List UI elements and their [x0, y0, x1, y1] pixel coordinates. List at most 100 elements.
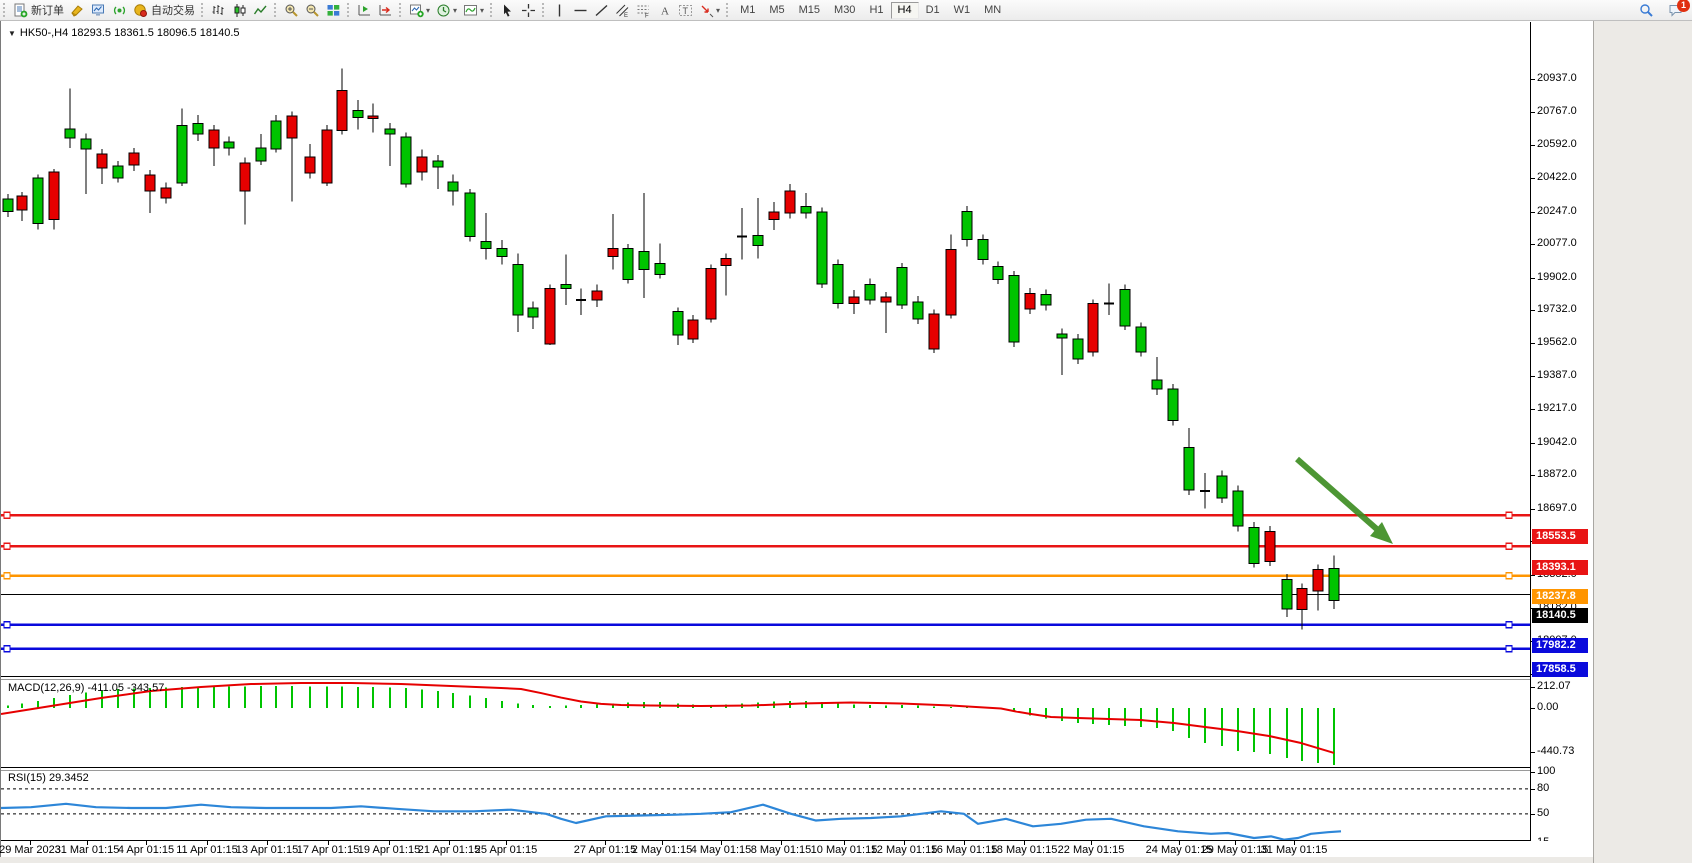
notification-badge: 1 — [1677, 0, 1690, 12]
horizontal-line-button[interactable] — [570, 1, 591, 19]
text-label-button[interactable]: T — [675, 1, 696, 19]
date-label: 21 Apr 01:15 — [417, 844, 481, 856]
templates-icon — [463, 3, 478, 18]
timeframe-button-h1[interactable]: H1 — [869, 4, 884, 16]
rsi-tick-label: 50 — [1537, 806, 1550, 819]
zoom-in-button[interactable] — [281, 1, 302, 19]
date-tick-mark — [267, 841, 268, 845]
zoom-out-button[interactable] — [302, 1, 323, 19]
horizontal-line-17858.5[interactable] — [1, 644, 1530, 653]
price-tick-label: 20592.0 — [1537, 138, 1577, 151]
timeframe-button-m1[interactable]: M1 — [740, 4, 756, 16]
price-chart-canvas[interactable] — [1, 21, 1530, 655]
search-icon — [1639, 3, 1654, 18]
toolbar-grip — [399, 3, 404, 17]
chart-window[interactable]: ▼ HK50-,H4 18293.5 18361.5 18096.5 18140.… — [0, 21, 1594, 863]
bar-chart-button[interactable] — [208, 1, 229, 19]
notifications-button[interactable]: 1 — [1665, 0, 1690, 20]
trendline-button[interactable] — [591, 1, 612, 19]
axis-tick-mark — [1531, 177, 1535, 179]
signals-button[interactable] — [109, 1, 130, 19]
price-tick-label: 19217.0 — [1537, 402, 1577, 415]
timeframe-button-w1[interactable]: W1 — [953, 4, 971, 16]
auto-scroll-button[interactable] — [354, 1, 375, 19]
dropdown-caret-icon[interactable]: ▾ — [716, 5, 721, 15]
rsi-label: RSI(15) 29.3452 — [8, 772, 89, 784]
bar-chart-icon — [211, 3, 226, 18]
horizontal-line-18553.5[interactable] — [1, 511, 1530, 520]
panel-divider[interactable] — [1, 676, 1530, 677]
rsi-tick-label: 100 — [1537, 765, 1556, 778]
date-label: 22 May 01:15 — [1057, 844, 1125, 856]
timeframe-button-m30[interactable]: M30 — [834, 4, 856, 16]
axis-tick-mark — [1531, 145, 1535, 147]
macd-label: MACD(12,26,9) -411.05 -343.57 — [8, 682, 165, 694]
svg-text:F: F — [645, 13, 649, 18]
date-tick-mark — [781, 841, 782, 845]
dropdown-caret-icon[interactable]: ▾ — [453, 5, 458, 15]
auto-trading-button[interactable]: 自动交易 — [130, 1, 198, 19]
date-label: 29 May 01:15 — [1201, 844, 1269, 856]
auto-trading-icon — [133, 3, 148, 18]
metaeditor-button[interactable] — [67, 1, 88, 19]
search-button[interactable] — [1636, 2, 1657, 20]
tile-windows-button[interactable] — [323, 1, 344, 19]
timeframe-button-mn[interactable]: MN — [984, 4, 1002, 16]
dropdown-caret-icon[interactable]: ▾ — [480, 5, 485, 15]
trend-arrow-annotation[interactable] — [1295, 456, 1393, 544]
arrows-icon — [699, 3, 714, 18]
price-tick-label: 19042.0 — [1537, 435, 1577, 448]
line-chart-button[interactable] — [250, 1, 271, 19]
collapse-triangle-icon[interactable]: ▼ — [8, 29, 16, 38]
panel-divider[interactable] — [1, 767, 1530, 768]
horizontal-line-18237.8[interactable] — [1, 572, 1530, 580]
axis-tick-mark — [1531, 813, 1535, 815]
axis-tick-mark — [1531, 442, 1535, 444]
profiles-button[interactable]: ▾ — [433, 1, 460, 19]
chart-shift-button[interactable] — [375, 1, 396, 19]
axis-tick-mark — [1531, 342, 1535, 344]
equidistant-channel-button[interactable]: E — [612, 1, 633, 19]
timeframe-button-m15[interactable]: M15 — [798, 4, 821, 16]
new-chart-button[interactable]: ▾ — [406, 1, 433, 19]
timeframe-button-h4[interactable]: H4 — [890, 1, 919, 19]
text-button[interactable]: A — [654, 1, 675, 19]
axis-separator-line — [1530, 22, 1531, 841]
arrows-button[interactable]: ▾ — [696, 1, 723, 19]
crosshair-button[interactable] — [518, 1, 539, 19]
signals-icon — [112, 3, 127, 18]
market-watch-button[interactable] — [88, 1, 109, 19]
candlestick-chart-button[interactable] — [229, 1, 250, 19]
channel-icon: E — [615, 3, 630, 18]
time-axis: 29 Mar 2023 31 Mar 01:15 4 Apr 01:15 11 Apr… — [0, 841, 1594, 858]
date-tick-mark — [904, 841, 905, 845]
axis-tick-mark — [1531, 508, 1535, 510]
date-label: 8 May 01:15 — [750, 844, 812, 856]
toolbar-grip — [490, 3, 495, 17]
macd-panel-canvas[interactable] — [1, 679, 1530, 767]
cursor-button[interactable] — [497, 1, 518, 19]
svg-text:A: A — [661, 5, 669, 17]
date-tick-mark — [87, 841, 88, 845]
candlestick-icon — [232, 3, 247, 18]
timeframe-button-m5[interactable]: M5 — [769, 4, 785, 16]
axis-tick-mark — [1531, 376, 1535, 378]
date-tick-mark — [1024, 841, 1025, 845]
dropdown-caret-icon[interactable]: ▾ — [426, 5, 431, 15]
date-label: 10 May 01:15 — [810, 844, 878, 856]
price-line-badge-18393.1: 18393.1 — [1532, 559, 1588, 575]
date-label: 4 May 01:15 — [690, 844, 752, 856]
horizontal-line-17982.2[interactable] — [1, 621, 1530, 629]
templates-button[interactable]: ▾ — [460, 1, 487, 19]
vertical-line-button[interactable] — [549, 1, 570, 19]
date-tick-mark — [30, 841, 31, 845]
new-order-button[interactable]: 新订单 — [10, 1, 67, 19]
chart-title: ▼ HK50-,H4 18293.5 18361.5 18096.5 18140.… — [8, 27, 240, 39]
timeframe-button-d1[interactable]: D1 — [925, 4, 940, 16]
fibonacci-button[interactable]: F — [633, 1, 654, 19]
macd-tick-label: 212.07 — [1537, 679, 1571, 692]
price-tick-label: 19387.0 — [1537, 369, 1577, 382]
panel-divider-line — [1, 679, 1530, 680]
horizontal-line-18393.1[interactable] — [1, 542, 1530, 550]
